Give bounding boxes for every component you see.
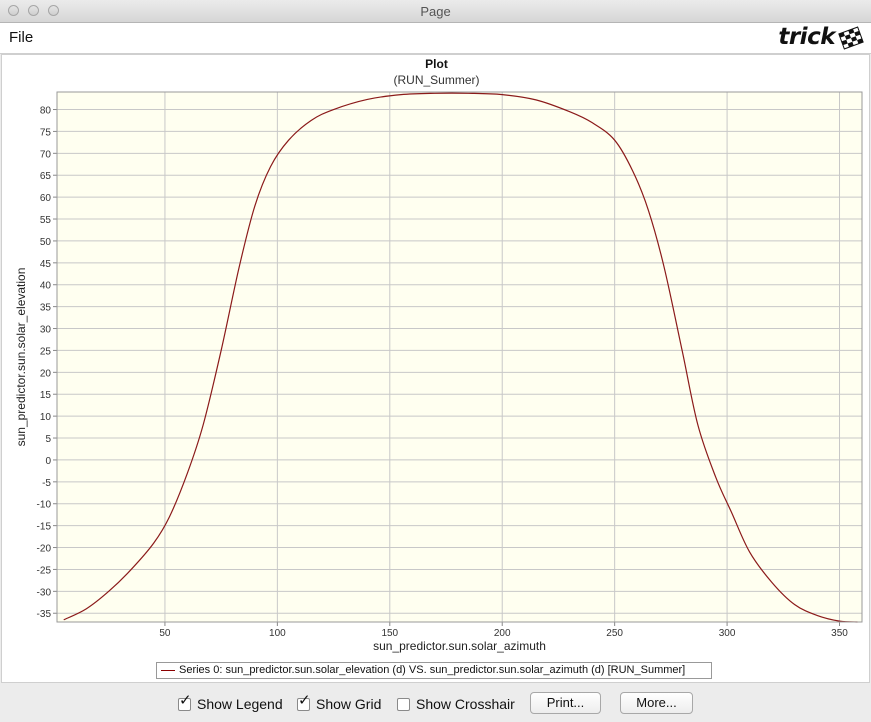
show-grid-checkbox[interactable]: ✓ Show Grid	[297, 693, 382, 712]
close-window-button[interactable]	[8, 5, 19, 16]
checkered-flag-icon	[838, 26, 864, 50]
legend-series-label: Series 0: sun_predictor.sun.solar_elevat…	[179, 664, 686, 676]
show-legend-label: Show Legend	[197, 696, 283, 712]
plot-title: Plot	[425, 57, 448, 71]
trick-logo-text: trick	[778, 24, 835, 50]
more-button[interactable]: More...	[620, 692, 693, 714]
show-grid-box[interactable]: ✓	[297, 693, 311, 711]
window-title: Page	[420, 4, 451, 19]
show-grid-label: Show Grid	[316, 696, 382, 712]
show-grid-checkmark-icon: ✓	[298, 691, 311, 709]
show-crosshair-box[interactable]	[397, 697, 410, 711]
show-legend-checkbox[interactable]: ✓ Show Legend	[178, 693, 283, 712]
show-crosshair-label: Show Crosshair	[416, 696, 515, 712]
minimize-window-button[interactable]	[28, 5, 39, 16]
zoom-window-button[interactable]	[48, 5, 59, 16]
plot-panel: Plot (RUN_Summer)	[1, 54, 870, 683]
plot-subtitle: (RUN_Summer)	[393, 73, 480, 87]
title-bar: Page	[0, 0, 871, 23]
legend: Series 0: sun_predictor.sun.solar_elevat…	[156, 662, 712, 679]
show-legend-box[interactable]: ✓	[178, 693, 192, 711]
print-button[interactable]: Print...	[530, 692, 601, 714]
control-bar: ✓ Show Legend ✓ Show Grid Show Crosshair…	[0, 684, 871, 722]
file-menu[interactable]: File	[9, 29, 34, 46]
legend-series-swatch	[161, 670, 175, 671]
menu-bar: File trick	[0, 23, 871, 54]
show-crosshair-checkbox[interactable]: Show Crosshair	[397, 696, 515, 712]
show-legend-checkmark-icon: ✓	[179, 691, 192, 709]
